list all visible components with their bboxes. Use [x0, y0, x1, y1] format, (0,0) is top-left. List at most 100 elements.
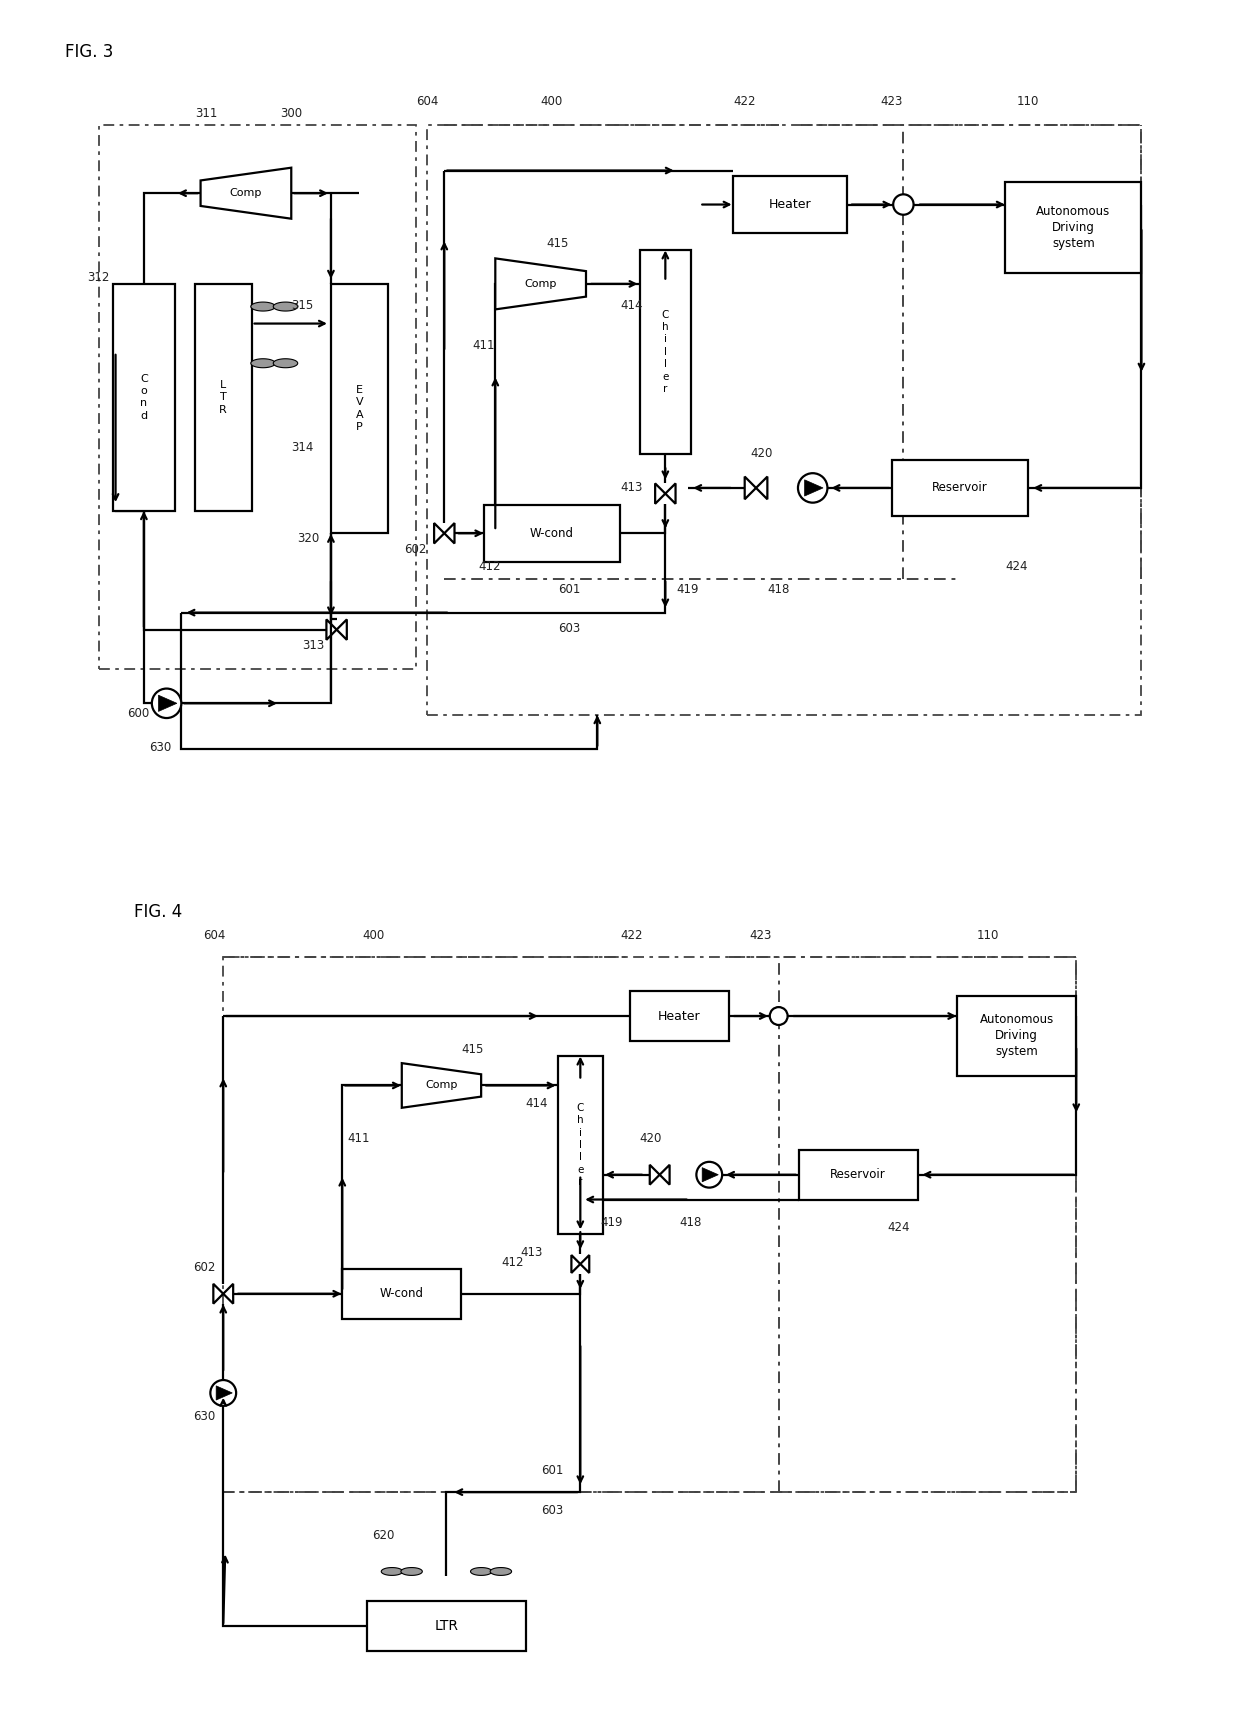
Bar: [733, 176, 847, 233]
Text: Comp: Comp: [229, 188, 262, 198]
Polygon shape: [490, 1568, 512, 1575]
Text: Comp: Comp: [425, 1080, 458, 1090]
Polygon shape: [336, 619, 347, 640]
Text: Reservoir: Reservoir: [830, 1168, 885, 1182]
Text: L
T
R: L T R: [219, 380, 227, 414]
Polygon shape: [580, 1256, 589, 1273]
Polygon shape: [250, 359, 275, 367]
Bar: [342, 1270, 461, 1318]
Text: C
h
i
l
l
e
r: C h i l l e r: [577, 1102, 584, 1187]
Polygon shape: [159, 695, 177, 711]
Text: 110: 110: [1017, 95, 1039, 109]
Bar: [558, 1056, 603, 1233]
Polygon shape: [216, 1385, 232, 1401]
Bar: [799, 1151, 918, 1199]
Text: 424: 424: [888, 1221, 910, 1233]
Text: 413: 413: [620, 481, 642, 493]
Text: 314: 314: [291, 442, 314, 454]
Text: 415: 415: [547, 236, 569, 250]
Polygon shape: [572, 1256, 580, 1273]
Text: 315: 315: [291, 298, 314, 312]
Polygon shape: [273, 359, 298, 367]
Text: 630: 630: [193, 1409, 216, 1423]
Circle shape: [893, 195, 914, 214]
Bar: [331, 285, 388, 533]
Bar: [892, 459, 1028, 516]
Text: 420: 420: [640, 1132, 662, 1145]
Polygon shape: [326, 619, 336, 640]
Text: Heater: Heater: [658, 1009, 701, 1023]
Text: 418: 418: [680, 1216, 702, 1230]
Text: 400: 400: [541, 95, 563, 109]
Text: 420: 420: [750, 447, 773, 459]
Text: 602: 602: [404, 543, 427, 555]
Text: 411: 411: [347, 1132, 370, 1145]
Bar: [428, 126, 1142, 714]
Text: 603: 603: [558, 623, 580, 635]
Text: 422: 422: [733, 95, 756, 109]
Polygon shape: [660, 1164, 670, 1185]
Polygon shape: [402, 1063, 481, 1107]
Text: 602: 602: [193, 1261, 216, 1273]
Polygon shape: [666, 483, 676, 504]
Text: 412: 412: [479, 561, 501, 573]
Text: 419: 419: [600, 1216, 622, 1230]
Bar: [223, 956, 1076, 1492]
Text: 423: 423: [749, 928, 771, 942]
Text: 414: 414: [620, 298, 642, 312]
Text: 604: 604: [203, 928, 226, 942]
Polygon shape: [745, 476, 756, 499]
Text: 411: 411: [472, 338, 495, 352]
Text: 413: 413: [521, 1245, 543, 1259]
Text: C
h
i
l
l
e
r: C h i l l e r: [662, 310, 670, 393]
Polygon shape: [756, 476, 768, 499]
Bar: [1006, 181, 1142, 273]
Text: FIG. 4: FIG. 4: [134, 902, 182, 921]
Text: 422: 422: [620, 928, 642, 942]
Polygon shape: [273, 302, 298, 310]
Text: LTR: LTR: [434, 1620, 459, 1634]
Text: 604: 604: [415, 95, 438, 109]
Text: 630: 630: [150, 742, 172, 754]
Polygon shape: [444, 523, 455, 543]
Text: 419: 419: [677, 583, 699, 595]
Bar: [113, 285, 175, 511]
Text: 423: 423: [880, 95, 903, 109]
Text: 415: 415: [461, 1042, 484, 1056]
Bar: [98, 126, 415, 669]
Text: 313: 313: [303, 640, 325, 652]
Bar: [630, 992, 729, 1040]
Text: 424: 424: [1006, 561, 1028, 573]
Text: E
V
A
P: E V A P: [356, 385, 363, 433]
Text: 414: 414: [526, 1097, 548, 1111]
Circle shape: [799, 473, 827, 502]
Text: Autonomous
Driving
system: Autonomous Driving system: [980, 1013, 1054, 1059]
Bar: [957, 995, 1076, 1076]
Text: 600: 600: [126, 707, 149, 721]
Text: 320: 320: [296, 531, 319, 545]
Text: Reservoir: Reservoir: [932, 481, 988, 495]
Text: Autonomous
Driving
system: Autonomous Driving system: [1037, 205, 1111, 250]
Polygon shape: [381, 1568, 403, 1575]
Circle shape: [770, 1007, 787, 1025]
Text: 312: 312: [87, 271, 109, 285]
Text: W-cond: W-cond: [379, 1287, 424, 1301]
Text: 601: 601: [558, 583, 580, 595]
Polygon shape: [401, 1568, 423, 1575]
Bar: [640, 250, 691, 454]
Text: Comp: Comp: [525, 279, 557, 288]
Polygon shape: [250, 302, 275, 310]
Polygon shape: [470, 1568, 492, 1575]
Polygon shape: [495, 259, 587, 309]
Text: 601: 601: [541, 1465, 563, 1477]
Polygon shape: [434, 523, 444, 543]
Circle shape: [151, 688, 181, 718]
Polygon shape: [655, 483, 666, 504]
Polygon shape: [201, 167, 291, 219]
Bar: [195, 285, 252, 511]
Text: 620: 620: [372, 1528, 394, 1542]
Text: C
o
n
d: C o n d: [140, 374, 148, 421]
Polygon shape: [223, 1283, 233, 1304]
Text: 418: 418: [768, 583, 790, 595]
Text: Heater: Heater: [769, 198, 811, 210]
